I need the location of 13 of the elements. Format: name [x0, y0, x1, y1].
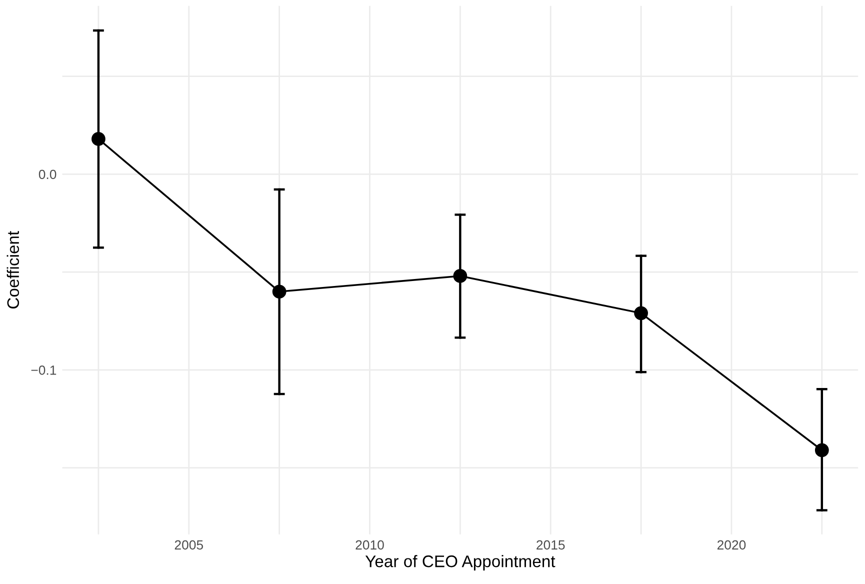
point — [814, 443, 829, 458]
x-tick-label: 2005 — [174, 540, 204, 550]
point — [272, 284, 286, 299]
x-tick-label: 2010 — [356, 540, 384, 550]
x-axis-title: Year of CEO Appointment — [365, 554, 556, 571]
point — [453, 269, 468, 283]
x-tick-label: 2020 — [717, 540, 746, 550]
point — [92, 132, 106, 146]
x-tick-label: 2015 — [536, 540, 565, 550]
point — [634, 306, 648, 320]
y-tick-label: −0.1 — [31, 366, 56, 375]
y-tick-label: 0.0 — [38, 170, 56, 180]
y-axis-title: Coefficient — [6, 230, 20, 308]
